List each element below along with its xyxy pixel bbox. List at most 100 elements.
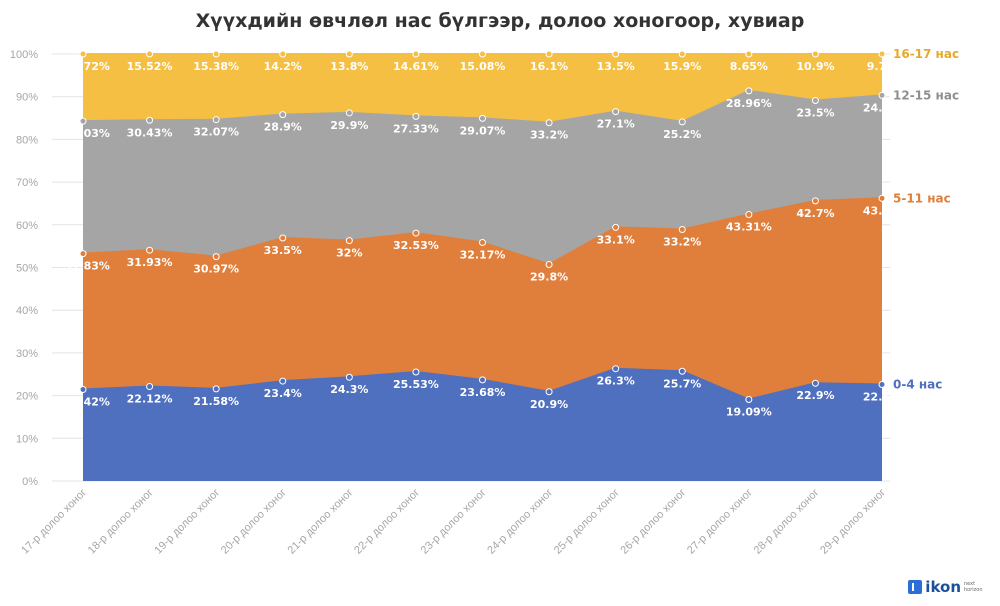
data-label: 9.7%: [867, 60, 898, 73]
area-2: [83, 90, 882, 265]
data-point: [79, 50, 87, 58]
area-1: [83, 198, 882, 400]
area-3: [83, 54, 882, 123]
x-tick-label: 28-р долоо хоног: [752, 487, 822, 557]
data-label: 16.1%: [530, 60, 568, 73]
data-point: [878, 91, 886, 99]
y-tick-label: 20%: [16, 391, 38, 403]
data-point: [678, 367, 686, 375]
data-point: [212, 116, 220, 124]
data-label: 15.72%: [64, 60, 110, 73]
data-point: [678, 50, 686, 58]
data-point: [279, 50, 287, 58]
data-label: 25.2%: [663, 128, 701, 141]
series-name-label: 0-4 нас: [893, 377, 942, 391]
y-tick-label: 10%: [16, 433, 38, 445]
data-label: 13.5%: [597, 60, 635, 73]
data-label: 24.3%: [330, 383, 368, 396]
data-label: 28.9%: [264, 121, 302, 134]
x-tick-label: 18-р долоо хоног: [86, 487, 156, 557]
data-label: 14.61%: [393, 60, 439, 73]
data-point: [279, 377, 287, 385]
data-point: [146, 50, 154, 58]
data-label: 42.7%: [796, 207, 834, 220]
x-tick-label: 21-р долоо хоног: [286, 487, 356, 557]
data-point: [545, 388, 553, 396]
data-point: [345, 50, 353, 58]
data-point: [345, 109, 353, 117]
area-0: [83, 368, 882, 481]
data-point: [479, 376, 486, 384]
logo-name: ikon: [925, 578, 961, 596]
data-point: [212, 253, 220, 261]
data-label: 30.97%: [193, 263, 239, 276]
data-label: 20.9%: [530, 398, 568, 411]
data-label: 26.3%: [597, 375, 635, 388]
data-point: [878, 380, 886, 388]
data-label: 23.5%: [796, 107, 834, 120]
series-name-label: 12-15 нас: [893, 88, 959, 102]
chart-title: Хүүхдийн өвчлөл нас бүлгээр, долоо хоног…: [195, 10, 805, 32]
data-label: 33.1%: [597, 233, 635, 246]
data-label: 15.9%: [663, 60, 701, 73]
data-point: [79, 250, 87, 258]
x-tick-label: 22-р долоо хоног: [352, 487, 422, 557]
data-label: 33.2%: [663, 235, 701, 248]
data-label: 33.2%: [530, 129, 568, 142]
data-point: [479, 50, 486, 58]
data-point: [745, 395, 753, 403]
data-label: 32%: [336, 247, 362, 260]
x-tick-label: 23-р долоо хоног: [419, 487, 489, 557]
data-label: 13.8%: [330, 60, 368, 73]
data-label: 32.07%: [193, 126, 239, 139]
x-tick-label: 24-р долоо хоног: [485, 487, 555, 557]
x-tick-label: 26-р долоо хоног: [618, 487, 688, 557]
data-point: [412, 368, 420, 376]
data-point: [212, 385, 220, 393]
data-label: 10.9%: [796, 60, 834, 73]
data-label: 31.93%: [127, 256, 173, 269]
data-label: 43.6%: [863, 204, 901, 217]
y-tick-label: 100%: [10, 49, 38, 61]
data-label: 27.33%: [393, 122, 439, 135]
x-tick-label: 17-р долоо хоног: [19, 487, 89, 557]
data-label: 28.96%: [726, 97, 772, 110]
data-label: 23.4%: [264, 387, 302, 400]
data-label: 8.65%: [730, 60, 768, 73]
data-point: [612, 50, 620, 58]
data-label: 21.42%: [64, 396, 110, 409]
data-point: [612, 108, 620, 116]
data-point: [878, 50, 886, 58]
data-label: 19.09%: [726, 405, 772, 418]
data-point: [811, 50, 819, 58]
data-point: [678, 225, 686, 233]
data-label: 31.83%: [64, 260, 110, 273]
data-point: [412, 229, 420, 237]
y-tick-label: 40%: [16, 305, 38, 317]
data-point: [212, 50, 220, 58]
data-label: 15.08%: [460, 60, 506, 73]
data-label: 14.2%: [264, 60, 302, 73]
data-label: 23.68%: [460, 386, 506, 399]
data-label: 15.38%: [193, 60, 239, 73]
data-label: 29.9%: [330, 119, 368, 132]
data-point: [545, 50, 553, 58]
data-label: 32.53%: [393, 239, 439, 252]
data-label: 25.53%: [393, 378, 439, 391]
data-point: [146, 116, 154, 124]
ikon-logo: ikon next horizon: [908, 578, 983, 596]
data-point: [612, 223, 620, 231]
ikon-logo-icon: [908, 580, 923, 594]
x-tick-label: 25-р долоо хоног: [552, 487, 622, 557]
data-point: [612, 365, 620, 373]
data-label: 22.9%: [796, 389, 834, 402]
data-label: 30.43%: [127, 126, 173, 139]
data-point: [345, 237, 353, 245]
data-point: [79, 117, 87, 125]
data-label: 33.5%: [264, 244, 302, 257]
data-label: 32.17%: [460, 249, 506, 262]
data-label: 15.52%: [127, 60, 173, 73]
data-label: 21.58%: [193, 395, 239, 408]
data-label: 24.1%: [863, 101, 901, 114]
